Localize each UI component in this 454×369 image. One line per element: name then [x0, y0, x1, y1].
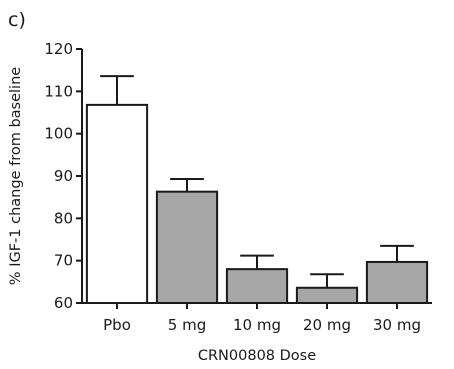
- y-tick-label: 80: [54, 209, 73, 227]
- bar-pbo: [85, 103, 149, 304]
- y-axis: 60 70 80 90 100 110 120: [44, 40, 83, 312]
- x-tick-label: Pbo: [103, 316, 131, 334]
- x-tick-label: 20 mg: [303, 316, 351, 334]
- x-tick-label: 10 mg: [233, 316, 281, 334]
- bar-5-mg: [155, 190, 219, 304]
- y-tick-label: 110: [44, 82, 73, 100]
- x-axis: Pbo 5 mg 10 mg 20 mg 30 mg: [82, 302, 432, 334]
- y-axis-title: % IGF-1 change from baseline: [8, 67, 24, 285]
- bar-30-mg: [365, 260, 429, 305]
- bars-group: [85, 103, 429, 305]
- y-tick-label: 90: [54, 167, 73, 185]
- panel-label: c): [8, 9, 26, 31]
- bar-20-mg: [295, 286, 359, 305]
- y-tick-label: 70: [54, 252, 73, 270]
- y-tick-label: 120: [44, 40, 73, 58]
- x-axis-title: CRN00808 Dose: [198, 348, 316, 364]
- y-tick-label: 60: [54, 294, 73, 312]
- x-tick-label: 5 mg: [168, 316, 206, 334]
- error-bars-group: [100, 75, 414, 288]
- bar-10-mg: [225, 268, 289, 304]
- y-tick-label: 100: [44, 125, 73, 143]
- x-tick-label: 30 mg: [373, 316, 421, 334]
